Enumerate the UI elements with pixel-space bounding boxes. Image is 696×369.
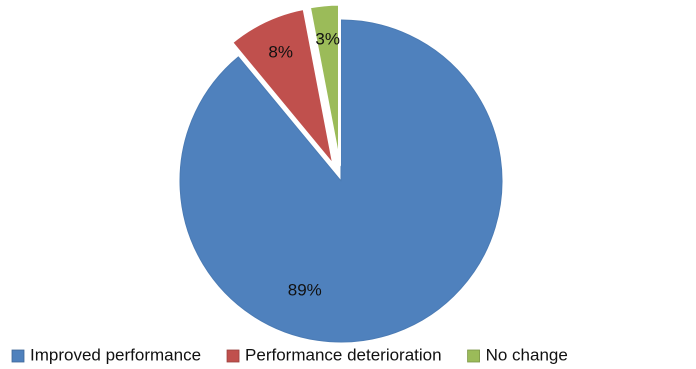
legend-label-no-change: No change <box>486 345 568 364</box>
chart-legend: Improved performance Performance deterior… <box>11 345 568 364</box>
pie-slice-performance-deterioration <box>230 6 336 169</box>
legend-swatch-no-change <box>467 349 480 363</box>
slice-label-no-change: 3% <box>315 30 340 49</box>
pie-slices <box>179 2 503 343</box>
pie-slice-labels: 89% 8% 3% <box>268 30 340 300</box>
legend-item-improved-performance: Improved performance <box>11 345 201 364</box>
slice-label-improved-performance: 89% <box>288 281 322 300</box>
slice-label-performance-deterioration: 8% <box>268 42 293 61</box>
legend-item-performance-deterioration: Performance deterioration <box>226 345 442 364</box>
legend-item-no-change: No change <box>467 345 568 364</box>
pie-slice-improved-performance <box>179 19 503 343</box>
legend-swatch-improved-performance <box>11 349 25 363</box>
legend-label-performance-deterioration: Performance deterioration <box>245 345 442 364</box>
legend-label-improved-performance: Improved performance <box>30 345 201 364</box>
pie-slice-no-change <box>307 2 341 167</box>
legend-swatch-performance-deterioration <box>226 349 240 363</box>
